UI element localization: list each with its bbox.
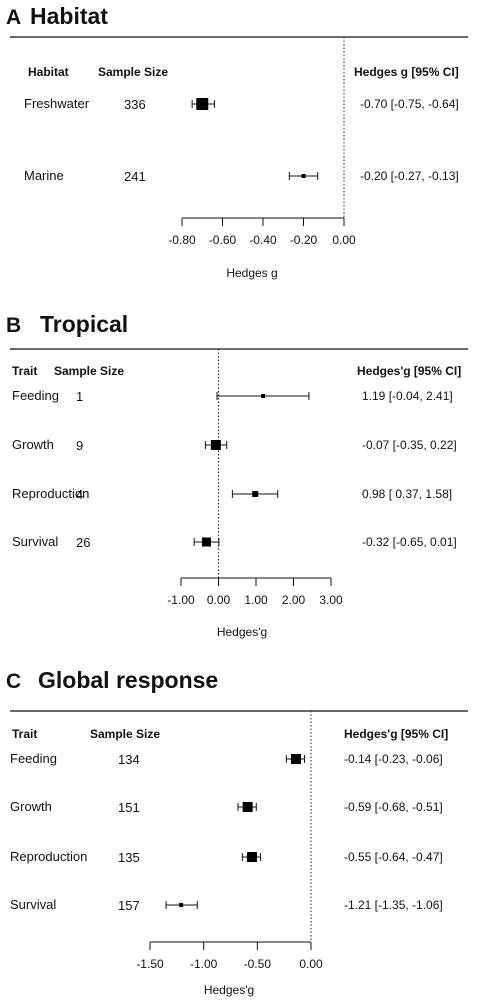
x-tick-label: 3.00 <box>319 593 343 607</box>
panel-c-row-header: Trait <box>12 727 37 741</box>
row-sample-size: 1 <box>76 389 83 404</box>
row-label: Reproduction <box>12 486 89 501</box>
panel-a-row-header: Habitat <box>28 65 69 79</box>
row-sample-size: 134 <box>118 752 140 767</box>
x-tick-label: 2.00 <box>282 593 306 607</box>
row-ci-text: -0.32 [-0.65, 0.01] <box>362 535 457 549</box>
row-sample-size: 9 <box>76 438 83 453</box>
panel-c-letter: C <box>6 670 21 693</box>
panel-c-rows: Feeding 134 -0.14 [-0.23, -0.06] Growth 151 -… <box>10 711 443 942</box>
x-tick-label: -0.20 <box>290 233 318 247</box>
row-ci-text: 0.98 [ 0.37, 1.58] <box>362 487 452 501</box>
row-label: Growth <box>10 799 52 814</box>
row-sample-size: 336 <box>124 97 146 112</box>
row-ci-text: -0.20 [-0.27, -0.13] <box>360 169 459 183</box>
row-sample-size: 157 <box>118 898 140 913</box>
panel-c-title: Global response <box>38 667 218 693</box>
panel-b-x-label: Hedges'g <box>217 625 267 639</box>
panel-b-ci-header: Hedges'g [95% CI] <box>357 364 461 378</box>
row-label: Growth <box>12 437 54 452</box>
x-tick-label: -0.50 <box>244 957 272 971</box>
panel-b-letter: B <box>6 314 21 337</box>
row-label: Survival <box>10 897 56 912</box>
panel-a-x-axis: -0.80 -0.60 -0.40 -0.20 0.00 <box>168 217 356 247</box>
panel-b-rows: Feeding 1 1.19 [-0.04, 2.41] Growth 9 -0.07 [… <box>12 349 457 578</box>
row-label: Freshwater <box>24 96 90 111</box>
panel-c-x-label: Hedges'g <box>204 983 254 997</box>
panel-b-title: Tropical <box>40 311 128 337</box>
x-tick-label: -0.80 <box>168 233 196 247</box>
point-estimate <box>179 903 184 907</box>
row-ci-text: -0.59 [-0.68, -0.51] <box>344 800 443 814</box>
point-estimate <box>301 174 306 178</box>
x-tick-label: -0.60 <box>209 233 237 247</box>
panel-c: C Global response Trait Sample Size Hedg… <box>6 667 468 997</box>
row-label: Feeding <box>12 388 59 403</box>
row-label: Survival <box>12 534 58 549</box>
panel-c-ci-header: Hedges'g [95% CI] <box>344 727 448 741</box>
row-sample-size: 135 <box>118 850 140 865</box>
panel-b-n-header: Sample Size <box>54 364 124 378</box>
x-tick-label: 0.00 <box>207 593 231 607</box>
point-estimate <box>196 98 209 110</box>
x-tick-label: -1.00 <box>190 957 218 971</box>
point-estimate <box>261 394 266 398</box>
point-estimate <box>246 852 257 862</box>
x-tick-label: -1.00 <box>167 593 195 607</box>
x-tick-label: 0.00 <box>299 957 323 971</box>
row-sample-size: 241 <box>124 169 146 184</box>
panel-a-letter: A <box>6 6 21 29</box>
panel-a-ci-header: Hedges g [95% CI] <box>354 65 459 79</box>
row-sample-size: 26 <box>76 535 90 550</box>
panel-c-x-axis: -1.50 -1.00 -0.50 0.00 <box>136 941 323 971</box>
point-estimate <box>202 537 211 547</box>
panel-c-n-header: Sample Size <box>90 727 160 741</box>
row-label: Marine <box>24 168 64 183</box>
row-ci-text: -0.70 [-0.75, -0.64] <box>360 97 459 111</box>
row-ci-text: 1.19 [-0.04, 2.41] <box>362 389 453 403</box>
x-tick-label: 0.00 <box>332 233 356 247</box>
row-ci-text: -1.21 [-1.35, -1.06] <box>344 898 443 912</box>
panel-b-x-axis: -1.00 0.00 1.00 2.00 3.00 <box>167 577 343 607</box>
panel-a-rows: Freshwater 336 -0.70 [-0.75, -0.64] Marine 2… <box>24 37 459 218</box>
panel-a-title: Habitat <box>30 3 108 29</box>
row-ci-text: -0.07 [-0.35, 0.22] <box>362 438 457 452</box>
point-estimate <box>252 491 259 497</box>
row-ci-text: -0.55 [-0.64, -0.47] <box>344 850 443 864</box>
x-tick-label: -0.40 <box>249 233 277 247</box>
panel-b-row-header: Trait <box>12 364 37 378</box>
row-sample-size: 4 <box>76 487 83 502</box>
row-ci-text: -0.14 [-0.23, -0.06] <box>344 752 443 766</box>
panel-a-n-header: Sample Size <box>98 65 168 79</box>
x-tick-label: 1.00 <box>244 593 268 607</box>
row-label: Feeding <box>10 751 57 766</box>
panel-b: B Tropical Trait Sample Size Hedges'g [9… <box>6 311 468 639</box>
point-estimate <box>210 440 221 450</box>
point-estimate <box>290 754 301 764</box>
x-tick-label: -1.50 <box>136 957 164 971</box>
point-estimate <box>242 802 253 812</box>
row-sample-size: 151 <box>118 800 140 815</box>
row-label: Reproduction <box>10 849 87 864</box>
panel-a: A Habitat Habitat Sample Size Hedges g [… <box>6 3 468 280</box>
panel-a-x-label: Hedges g <box>226 266 277 280</box>
